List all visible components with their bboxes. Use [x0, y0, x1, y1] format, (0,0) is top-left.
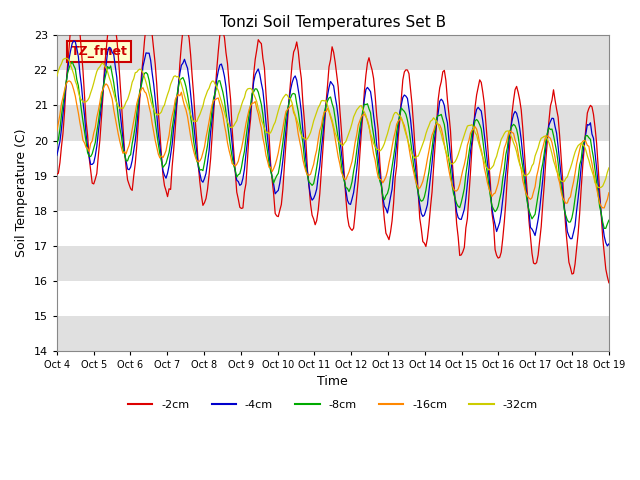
Text: TZ_fmet: TZ_fmet [70, 45, 127, 58]
Title: Tonzi Soil Temperatures Set B: Tonzi Soil Temperatures Set B [220, 15, 446, 30]
Bar [57, 316, 609, 351]
Bar [57, 106, 609, 141]
X-axis label: Time: Time [317, 375, 348, 388]
Bar [57, 246, 609, 281]
Bar [57, 36, 609, 71]
Legend: -2cm, -4cm, -8cm, -16cm, -32cm: -2cm, -4cm, -8cm, -16cm, -32cm [124, 396, 542, 415]
Y-axis label: Soil Temperature (C): Soil Temperature (C) [15, 129, 28, 257]
Bar [57, 176, 609, 211]
